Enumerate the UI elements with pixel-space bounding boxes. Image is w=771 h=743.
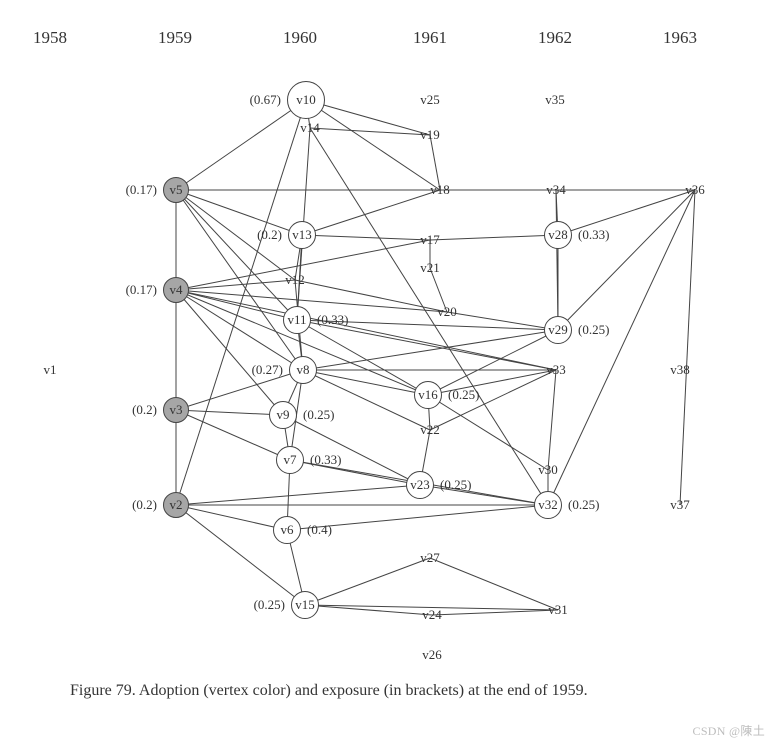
vertex-label: v14: [300, 120, 320, 136]
exposure-label: (0.25): [254, 597, 285, 613]
vertex-label: v27: [420, 550, 440, 566]
edge: [297, 320, 428, 395]
vertex-label: v36: [685, 182, 705, 198]
vertex-node: v16: [414, 381, 442, 409]
edge: [176, 410, 283, 415]
edge: [558, 190, 695, 330]
exposure-label: (0.2): [257, 227, 282, 243]
vertex-label: v37: [670, 497, 690, 513]
edge: [176, 290, 447, 312]
vertex-node: v5: [163, 177, 189, 203]
vertex-label: v30: [538, 462, 558, 478]
exposure-label: (0.33): [317, 312, 348, 328]
vertex-label: v22: [420, 422, 440, 438]
exposure-label: (0.2): [132, 497, 157, 513]
vertex-label: v26: [422, 647, 442, 663]
diagram-canvas: Figure 79. Adoption (vertex color) and e…: [0, 0, 771, 743]
edge: [176, 190, 297, 320]
edge: [430, 558, 558, 610]
exposure-label: (0.67): [250, 92, 281, 108]
vertex-node: v32: [534, 491, 562, 519]
vertex-node: v10: [287, 81, 325, 119]
edge: [428, 395, 548, 470]
edge: [548, 370, 556, 470]
vertex-node: v2: [163, 492, 189, 518]
edge-layer: [0, 0, 771, 743]
vertex-node: v9: [269, 401, 297, 429]
vertex-node: v6: [273, 516, 301, 544]
edge: [303, 370, 428, 395]
edge: [680, 190, 695, 505]
vertex-node: v7: [276, 446, 304, 474]
vertex-label: v34: [546, 182, 566, 198]
edge: [305, 558, 430, 605]
exposure-label: (0.17): [126, 182, 157, 198]
edge: [303, 330, 558, 370]
edge: [176, 190, 302, 235]
vertex-label: v12: [285, 272, 305, 288]
exposure-label: (0.2): [132, 402, 157, 418]
vertex-label: v20: [437, 304, 457, 320]
vertex-node: v8: [289, 356, 317, 384]
edge: [302, 190, 440, 235]
exposure-label: (0.25): [568, 497, 599, 513]
vertex-node: v13: [288, 221, 316, 249]
vertex-label: v1: [44, 362, 57, 378]
edge: [283, 415, 420, 485]
vertex-node: v29: [544, 316, 572, 344]
exposure-label: (0.17): [126, 282, 157, 298]
exposure-label: (0.25): [448, 387, 479, 403]
edge: [176, 280, 295, 290]
exposure-label: (0.27): [252, 362, 283, 378]
vertex-node: v3: [163, 397, 189, 423]
vertex-label: v18: [430, 182, 450, 198]
edge: [306, 100, 440, 190]
vertex-label: v21: [420, 260, 440, 276]
vertex-label: v19: [420, 127, 440, 143]
exposure-label: (0.33): [310, 452, 341, 468]
edge: [306, 100, 430, 135]
vertex-label: v35: [545, 92, 565, 108]
vertex-node: v23: [406, 471, 434, 499]
vertex-node: v11: [283, 306, 311, 334]
edge: [430, 235, 558, 240]
vertex-label: v25: [420, 92, 440, 108]
exposure-label: (0.4): [307, 522, 332, 538]
exposure-label: (0.33): [578, 227, 609, 243]
edge: [310, 128, 430, 135]
edge: [176, 485, 420, 505]
vertex-label: v31: [548, 602, 568, 618]
edge: [295, 280, 447, 312]
vertex-node: v15: [291, 591, 319, 619]
vertex-node: v4: [163, 277, 189, 303]
vertex-node: v28: [544, 221, 572, 249]
edge: [176, 290, 556, 370]
vertex-label: v24: [422, 607, 442, 623]
vertex-label: v17: [420, 232, 440, 248]
edge: [176, 290, 303, 370]
edge: [176, 100, 306, 190]
vertex-label: v38: [670, 362, 690, 378]
edge: [447, 312, 558, 330]
edge: [176, 190, 303, 370]
exposure-label: (0.25): [303, 407, 334, 423]
edge: [432, 610, 558, 615]
vertex-label: v33: [546, 362, 566, 378]
edge: [302, 235, 430, 240]
exposure-label: (0.25): [578, 322, 609, 338]
exposure-label: (0.25): [440, 477, 471, 493]
